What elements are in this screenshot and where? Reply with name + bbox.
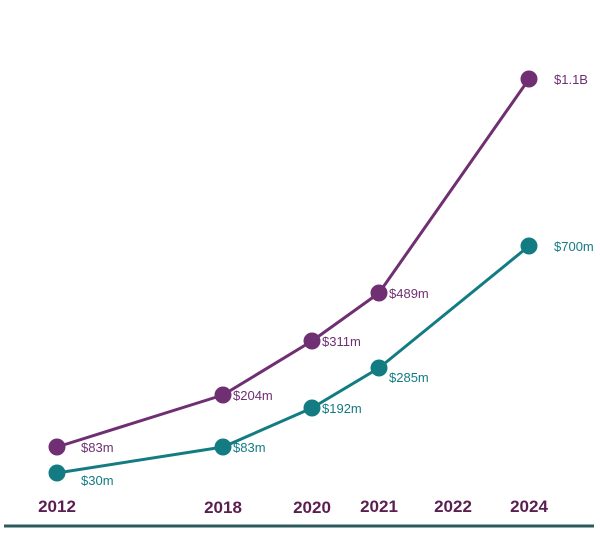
series-line [56, 244, 530, 475]
data-point [214, 438, 232, 456]
series-layer: $83m $204m $311m $489m $1.1B $30m $83m $192m $28… [48, 70, 594, 488]
x-tick-label: 2018 [204, 498, 242, 517]
series-2: $30m $83m $192m $285m $700m [48, 237, 594, 488]
x-tick-label: 2021 [360, 497, 398, 516]
data-label: $30m [81, 473, 114, 488]
x-tick-labels: 2012 2018 2020 2021 2022 2024 [38, 497, 548, 517]
series-1: $83m $204m $311m $489m $1.1B [48, 70, 588, 456]
data-label: $285m [389, 370, 429, 385]
series-line [56, 78, 531, 449]
data-point [370, 359, 388, 377]
data-label: $1.1B [554, 72, 588, 87]
x-tick-label: 2012 [38, 497, 76, 516]
x-tick-label: 2024 [510, 497, 548, 516]
data-label: $311m [322, 334, 361, 349]
data-label: $489m [389, 286, 429, 301]
data-label: $83m [233, 440, 266, 455]
data-label: $192m [322, 401, 362, 416]
data-point [303, 399, 321, 417]
data-label: $204m [233, 388, 273, 403]
data-point [48, 438, 66, 456]
data-label: $83m [81, 440, 114, 455]
data-point [303, 332, 321, 350]
data-point [370, 284, 388, 302]
data-point [214, 386, 232, 404]
data-label: $700m [554, 239, 594, 254]
data-point [520, 237, 538, 255]
data-point [520, 70, 538, 88]
data-point [48, 464, 66, 482]
x-tick-label: 2020 [293, 498, 331, 517]
x-tick-label: 2022 [434, 497, 472, 516]
